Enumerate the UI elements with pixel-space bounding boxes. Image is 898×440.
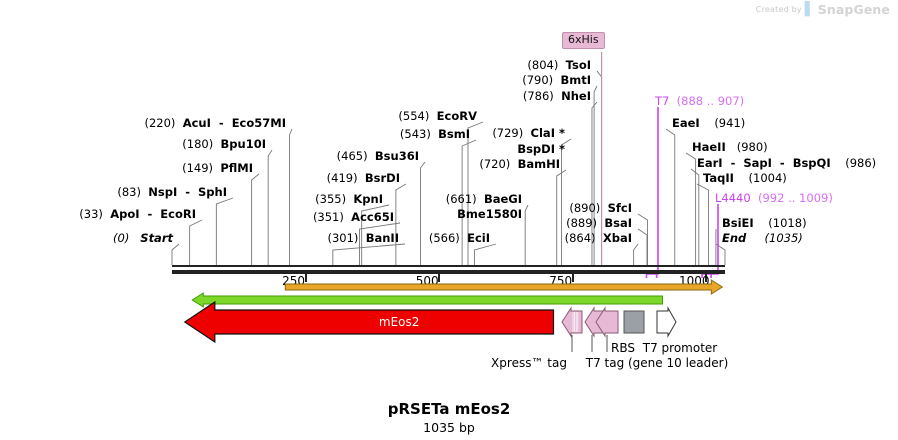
ruler-tick bbox=[438, 273, 441, 282]
enzyme-label: (554) EcoRV bbox=[398, 109, 477, 123]
enzyme-label: (180) Bpu10I bbox=[182, 137, 266, 151]
feature-caption: RBS bbox=[611, 341, 635, 355]
enzyme-label: (355) KpnI bbox=[315, 192, 383, 206]
enzyme-label: (301) BanII bbox=[327, 231, 399, 245]
enzyme-label: EaeI (941) bbox=[672, 116, 746, 130]
feature-caption: T7 promoter bbox=[642, 341, 718, 355]
primer-label: T7 (888 .. 907) bbox=[655, 94, 745, 108]
enzyme-label: (890) SfcI bbox=[569, 201, 632, 215]
enzyme-label: TaqII (1004) bbox=[703, 171, 787, 185]
cds-label: mEos2 bbox=[379, 315, 420, 329]
feature-caption: Xpress™ tag bbox=[491, 356, 567, 370]
meos2-cds-arrow bbox=[183, 300, 555, 344]
backbone-line-top bbox=[172, 265, 725, 267]
enzyme-label: (786) NheI bbox=[522, 89, 591, 103]
enzyme-label: (83) NspI - SphI bbox=[117, 185, 227, 199]
enzyme-label: BsiEI (1018) bbox=[722, 216, 807, 230]
enzyme-label: (419) BsrDI bbox=[326, 171, 400, 185]
orange-feature-arrow bbox=[284, 279, 724, 295]
rbs-box bbox=[623, 310, 645, 334]
enzyme-label: (804) TsoI bbox=[527, 58, 591, 72]
enzyme-label: (220) AcuI - Eco57MI bbox=[144, 116, 286, 130]
enzyme-label: (566) EciI bbox=[428, 231, 490, 245]
ruler-tick bbox=[571, 273, 574, 282]
enzyme-label: (790) BmtI bbox=[522, 73, 591, 87]
enzyme-label: HaeII (980) bbox=[692, 140, 768, 154]
ruler-tick bbox=[304, 273, 307, 282]
credit-brand-text: SnapGene bbox=[817, 2, 890, 17]
enzyme-label: (543) BsmI bbox=[399, 127, 470, 141]
feature-chip: 6xHis bbox=[562, 32, 605, 50]
xpress-tag-arrow bbox=[561, 306, 583, 338]
feature-caption: T7 tag (gene 10 leader) bbox=[585, 356, 729, 370]
t7-promoter-arrow bbox=[656, 306, 677, 338]
primer-label: L4440 (992 .. 1009) bbox=[715, 191, 833, 205]
enzyme-label: (0) Start bbox=[113, 231, 173, 245]
enzyme-label: (149) PflMI bbox=[182, 161, 253, 175]
enzyme-label: (465) Bsu36I bbox=[336, 149, 419, 163]
enzyme-label: (661) BaeGI bbox=[445, 192, 522, 206]
t7-tag-arrow-b bbox=[595, 306, 619, 338]
enzyme-label: (720) BamHI bbox=[479, 157, 560, 171]
enzyme-label: (889) BsaI bbox=[566, 216, 632, 230]
enzyme-label: (864) XbaI bbox=[564, 231, 632, 245]
backbone-line-bottom bbox=[172, 270, 725, 274]
enzyme-label: (351) Acc65I bbox=[312, 210, 394, 224]
enzyme-label: End (1035) bbox=[722, 231, 803, 245]
snapgene-logo-icon: ▌ bbox=[804, 2, 815, 17]
page-title: pRSETa mEos2 bbox=[387, 400, 511, 418]
ruler-tick bbox=[705, 273, 708, 282]
page-subtitle: 1035 bp bbox=[423, 420, 475, 435]
enzyme-label: EarI - SapI - BspQI (986) bbox=[697, 156, 877, 170]
snapgene-credit: Created by ▌ SnapGene bbox=[756, 2, 890, 17]
enzyme-label: Bme1580I bbox=[457, 207, 522, 221]
enzyme-label: BspDI * bbox=[517, 142, 565, 156]
enzyme-label: (33) ApoI - EcoRI bbox=[79, 207, 196, 221]
green-feature-arrow bbox=[191, 292, 663, 308]
credit-prefix-text: Created by bbox=[755, 5, 802, 14]
enzyme-label: (729) ClaI * bbox=[492, 126, 565, 140]
